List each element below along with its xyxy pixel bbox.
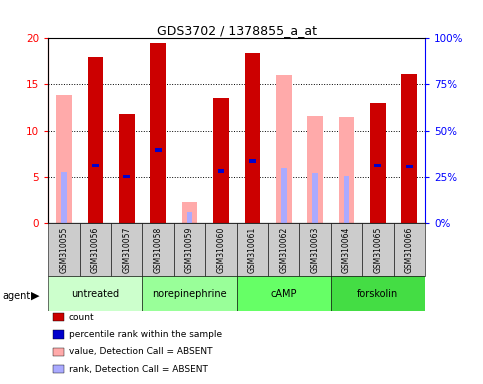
Bar: [370, 103, 386, 223]
Text: GSM310057: GSM310057: [122, 227, 131, 273]
Text: GSM310062: GSM310062: [279, 227, 288, 273]
Bar: [48, 276, 142, 311]
Bar: [331, 223, 362, 276]
Text: percentile rank within the sample: percentile rank within the sample: [69, 330, 222, 339]
Bar: [182, 202, 198, 223]
Text: GSM310056: GSM310056: [91, 227, 100, 273]
Text: GSM310066: GSM310066: [405, 227, 414, 273]
Bar: [244, 53, 260, 223]
Text: value, Detection Call = ABSENT: value, Detection Call = ABSENT: [69, 347, 212, 356]
Bar: [374, 167, 382, 223]
Bar: [394, 223, 425, 276]
Bar: [56, 94, 72, 223]
Bar: [187, 212, 192, 223]
Bar: [123, 175, 130, 223]
Text: GSM310058: GSM310058: [154, 227, 163, 273]
Text: ▶: ▶: [31, 291, 40, 301]
Bar: [111, 223, 142, 276]
Text: count: count: [69, 313, 94, 322]
Bar: [205, 223, 237, 276]
Bar: [237, 223, 268, 276]
Text: GSM310061: GSM310061: [248, 227, 257, 273]
Bar: [80, 223, 111, 276]
Bar: [150, 43, 166, 223]
Text: cAMP: cAMP: [270, 289, 297, 299]
Bar: [406, 168, 413, 223]
Bar: [48, 223, 80, 276]
Bar: [307, 116, 323, 223]
Text: GSM310063: GSM310063: [311, 227, 320, 273]
Bar: [344, 176, 349, 223]
Bar: [142, 223, 174, 276]
Text: GSM310065: GSM310065: [373, 227, 383, 273]
Bar: [123, 178, 130, 223]
Bar: [374, 164, 382, 223]
Bar: [299, 223, 331, 276]
Text: forskolin: forskolin: [357, 289, 398, 299]
Text: untreated: untreated: [71, 289, 119, 299]
Bar: [174, 223, 205, 276]
Bar: [249, 163, 256, 223]
Bar: [119, 114, 135, 223]
Bar: [142, 276, 237, 311]
Title: GDS3702 / 1378855_a_at: GDS3702 / 1378855_a_at: [156, 24, 317, 37]
Bar: [401, 74, 417, 223]
Text: rank, Detection Call = ABSENT: rank, Detection Call = ABSENT: [69, 364, 208, 374]
Bar: [362, 223, 394, 276]
Bar: [92, 164, 99, 223]
Bar: [217, 169, 225, 223]
Bar: [268, 223, 299, 276]
Bar: [276, 75, 292, 223]
Bar: [92, 167, 99, 223]
Bar: [87, 57, 103, 223]
Bar: [406, 165, 413, 223]
Text: norepinephrine: norepinephrine: [152, 289, 227, 299]
Bar: [155, 152, 162, 223]
Bar: [61, 172, 67, 223]
Bar: [217, 173, 225, 223]
Bar: [155, 148, 162, 223]
Text: GSM310060: GSM310060: [216, 227, 226, 273]
Bar: [281, 168, 286, 223]
Bar: [339, 117, 355, 223]
Text: GSM310059: GSM310059: [185, 227, 194, 273]
Text: agent: agent: [2, 291, 30, 301]
Bar: [249, 159, 256, 223]
Text: GSM310064: GSM310064: [342, 227, 351, 273]
Text: GSM310055: GSM310055: [59, 227, 69, 273]
Bar: [331, 276, 425, 311]
Bar: [237, 276, 331, 311]
Bar: [213, 98, 229, 223]
Bar: [313, 173, 318, 223]
